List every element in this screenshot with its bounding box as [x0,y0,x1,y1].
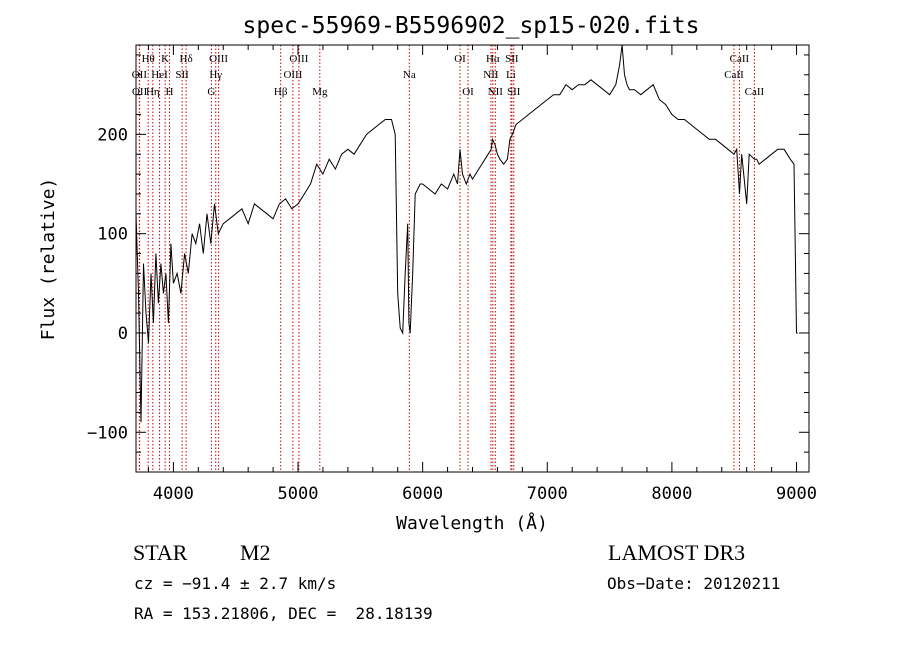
line-label-0: Hθ [142,53,155,65]
spectrum-series-line [135,44,798,423]
line-label-13: OIII [289,53,308,65]
line-label-22: SII [505,53,519,65]
chart-title: spec-55969-B5596902_sp15-020.fits [243,13,700,39]
line-label-11: G [207,86,215,98]
line-label-23: Li [506,69,516,81]
line-label-21: NII [488,86,504,98]
x-tick-label-3: 7000 [527,484,568,504]
line-label-17: OI [454,53,466,65]
x-axis-ticks: 4000 5000 6000 7000 8000 9000 [147,45,817,504]
sky-coordinates: RA = 153.21806, DEC = 28.18139 [134,604,433,623]
x-tick-label-0: 4000 [153,484,194,504]
spectral-line-markers [138,45,755,472]
line-label-19: Hα [486,53,500,65]
x-tick-label-5: 9000 [776,484,817,504]
line-label-10: Hγ [209,69,222,81]
y-axis-ticks: −100 0 100 200 [87,54,809,473]
line-label-3: K [161,53,169,65]
y-tick-label-1: 0 [118,324,128,344]
line-label-15: Mg [312,86,328,98]
x-tick-label-1: 5000 [278,484,319,504]
line-label-6: H [166,86,174,98]
x-axis-label: Wavelength (Å) [396,512,548,534]
line-label-14: OIII [283,69,302,81]
line-label-12: Hβ [274,86,288,98]
line-label-18: OI [462,86,474,98]
x-tick-label-2: 6000 [402,484,443,504]
survey-name: LAMOST DR3 [608,540,746,565]
line-label-7: Hδ [180,53,193,65]
line-label-8: SII [175,69,189,81]
y-tick-label-2: 100 [97,225,128,245]
line-label-9: OIII [209,53,228,65]
line-label-24: SII [507,86,521,98]
plot-frame [135,44,810,473]
y-tick-label-3: 200 [97,125,128,145]
line-label-5: Hη [146,86,160,98]
object-class: STAR [133,540,188,565]
line-label-26: CaII [724,69,744,81]
line-label-27: CaII [745,86,765,98]
y-tick-label-0: −100 [87,423,128,443]
line-label-20: NII [483,69,499,81]
x-tick-label-4: 8000 [651,484,692,504]
line-label-25: CaII [730,53,750,65]
y-axis-label: Flux (relative) [38,178,59,341]
line-label-16: Na [403,69,416,81]
line-label-4: HeI [151,69,168,81]
redshift-velocity: cz = −91.4 ± 2.7 km/s [134,574,337,593]
object-subclass: M2 [240,540,271,565]
observation-date: Obs−Date: 20120211 [607,574,781,593]
